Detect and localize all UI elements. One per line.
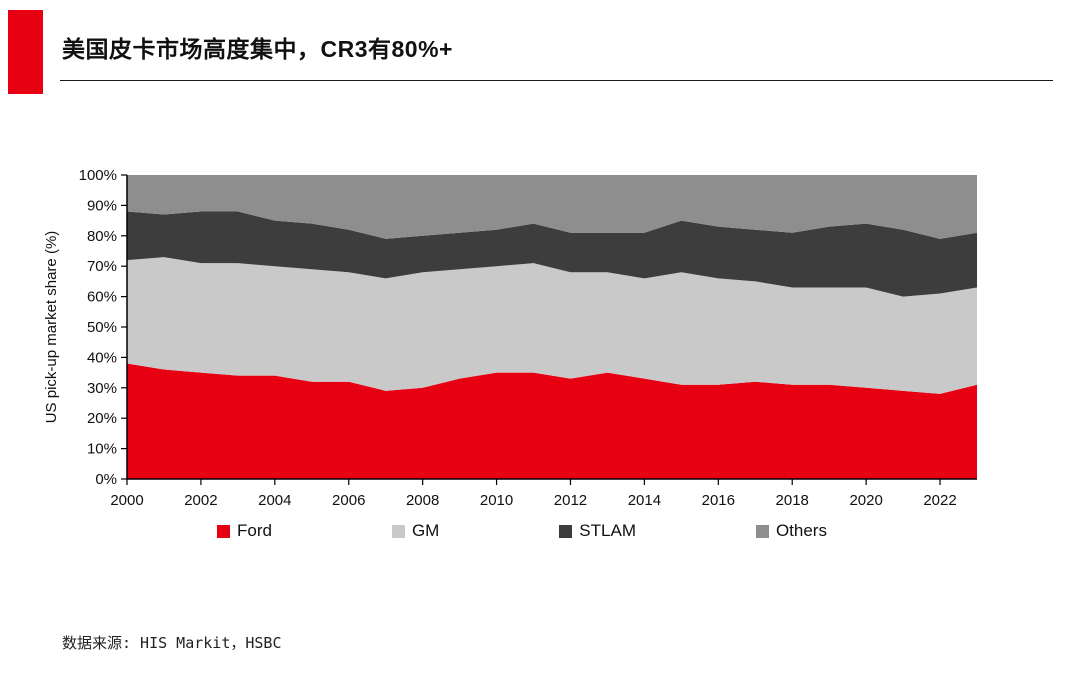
x-tick-label: 2022 bbox=[923, 492, 956, 509]
y-tick-label: 90% bbox=[87, 197, 117, 214]
y-tick-label: 20% bbox=[87, 410, 117, 427]
x-tick-label: 2018 bbox=[776, 492, 809, 509]
y-tick-label: 40% bbox=[87, 349, 117, 366]
y-axis-title: US pick-up market share (%) bbox=[43, 231, 60, 424]
legend-swatch bbox=[755, 524, 769, 538]
area-gm bbox=[127, 257, 977, 394]
area-others bbox=[127, 175, 977, 239]
stacked-area-chart: 0% 10% 20% 30% 40% 50% 60% 70% 80% 90% 100% 2000 200… bbox=[42, 163, 1042, 583]
y-tick-label: 10% bbox=[87, 441, 117, 458]
x-tick-label: 2004 bbox=[258, 492, 291, 509]
x-tick-label: 2008 bbox=[406, 492, 439, 509]
area-ford bbox=[127, 363, 977, 479]
accent-block bbox=[8, 10, 43, 94]
y-tick-label: 30% bbox=[87, 380, 117, 397]
legend-swatch bbox=[217, 524, 230, 538]
y-tick-label: 100% bbox=[79, 167, 117, 184]
legend-item-ford: Ford bbox=[217, 521, 272, 541]
y-tick-label: 0% bbox=[95, 471, 117, 488]
x-tick-label: 2020 bbox=[849, 492, 882, 509]
y-tick-label: 70% bbox=[87, 258, 117, 275]
y-tick-label: 60% bbox=[87, 289, 117, 306]
legend-label: Ford bbox=[237, 521, 272, 540]
x-tick-label: 2006 bbox=[332, 492, 365, 509]
x-tick-label: 2000 bbox=[110, 492, 143, 509]
legend-label: Others bbox=[775, 521, 827, 540]
x-tick-label: 2010 bbox=[480, 492, 513, 509]
title-underline bbox=[60, 80, 1053, 81]
area-stlam bbox=[127, 211, 977, 297]
legend-swatch bbox=[559, 524, 573, 538]
chart-legend: Ford GM STLAM Others bbox=[217, 521, 827, 541]
legend-item-gm: GM bbox=[391, 521, 440, 541]
x-tick-label: 2012 bbox=[554, 492, 587, 509]
chart-plot: 0% 10% 20% 30% 40% 50% 60% 70% 80% 90% 100% 2000 200… bbox=[43, 167, 977, 509]
page-title: 美国皮卡市场高度集中，CR3有80%+ bbox=[62, 36, 453, 62]
legend-label: STLAM bbox=[579, 521, 636, 540]
y-tick-label: 50% bbox=[87, 319, 117, 336]
y-tick-label: 80% bbox=[87, 228, 117, 245]
x-tick-label: 2014 bbox=[628, 492, 661, 509]
source-note: 数据来源: HIS Markit，HSBC bbox=[62, 634, 282, 652]
legend-label: GM bbox=[411, 521, 440, 540]
x-tick-label: 2016 bbox=[702, 492, 735, 509]
x-tick-label: 2002 bbox=[184, 492, 217, 509]
legend-item-others: Others bbox=[755, 521, 827, 541]
legend-swatch bbox=[391, 524, 405, 538]
legend-item-stlam: STLAM bbox=[559, 521, 636, 541]
